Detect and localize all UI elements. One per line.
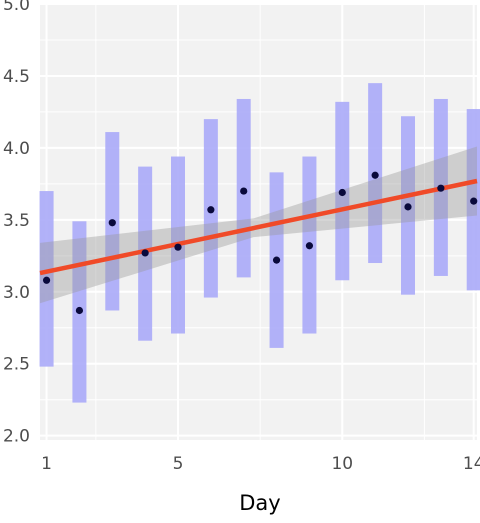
y-tick-label: 2.5 xyxy=(3,355,30,375)
data-point xyxy=(338,188,346,197)
trend-line-group xyxy=(39,178,478,276)
data-point xyxy=(207,206,215,214)
data-point xyxy=(174,243,182,251)
data-point xyxy=(141,249,149,257)
x-tick-label: 10 xyxy=(331,454,353,474)
y-tick-label: 4.5 xyxy=(3,67,30,87)
data-point xyxy=(470,197,478,205)
y-tick-label: 3.5 xyxy=(3,211,30,231)
data-point xyxy=(305,242,314,250)
y-tick-label: 2.0 xyxy=(3,427,30,447)
x-tick-label: 1 xyxy=(41,454,52,474)
y-axis-ticks: 2.0 2.5 3.0 3.5 4.0 4.5 5.0 xyxy=(3,0,30,447)
data-points xyxy=(42,171,478,315)
y-tick-label: 4.0 xyxy=(3,139,30,159)
data-point xyxy=(404,203,412,211)
data-point xyxy=(42,276,51,284)
data-point xyxy=(437,184,445,192)
y-tick-label: 5.0 xyxy=(3,0,30,15)
data-point xyxy=(371,171,379,179)
trend-line xyxy=(39,178,478,276)
x-axis-title: Day xyxy=(239,491,280,515)
x-axis-ticks: 1 5 10 14 xyxy=(41,454,480,474)
y-tick-label: 3.0 xyxy=(3,283,30,303)
x-tick-label: 14 xyxy=(463,454,480,474)
data-point xyxy=(272,256,281,264)
data-point xyxy=(75,306,84,315)
data-point xyxy=(108,219,116,227)
x-tick-label: 5 xyxy=(173,454,184,474)
data-point xyxy=(240,187,248,195)
